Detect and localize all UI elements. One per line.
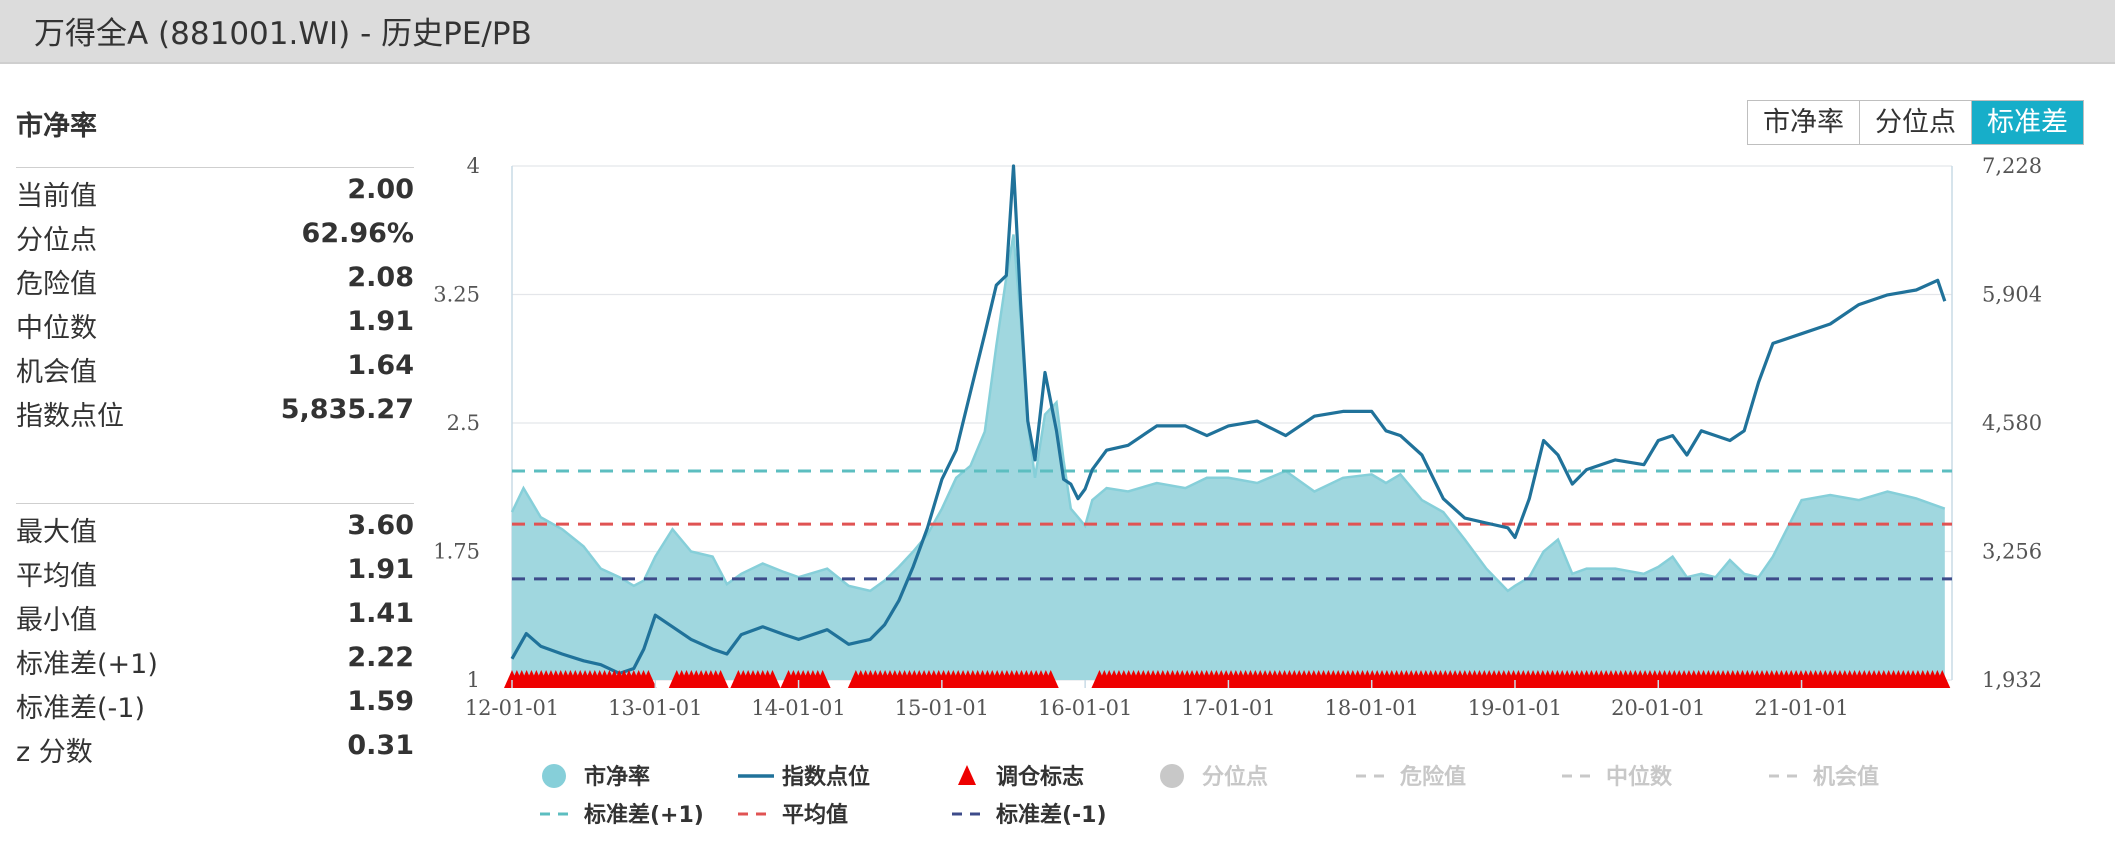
stat-row-z-score: z 分数 0.31 [16,730,414,770]
y-right-tick-label: 1,932 [1982,668,2042,692]
x-tick-label: 21-01-01 [1754,696,1848,720]
rebalance-marker [764,670,781,688]
stat-row-min: 最小值 1.41 [16,598,414,638]
stat-label: z 分数 [16,737,93,768]
legend-item[interactable]: 指数点位 [738,764,870,790]
rebalance-marker [1934,670,1951,688]
stat-value: 1.64 [347,350,414,381]
page-title: 万得全A (881001.WI) - 历史PE/PB [34,16,532,52]
stat-label: 平均值 [16,561,97,592]
legend-item[interactable]: 机会值 [1769,764,1879,790]
y-left-tick-label: 3.25 [433,283,480,307]
x-tick-label: 13-01-01 [608,696,702,720]
stat-label: 标准差(-1) [16,693,145,724]
stat-row-std-plus: 标准差(+1) 2.22 [16,642,414,682]
stat-row-opportunity: 机会值 1.64 [16,350,414,390]
rebalance-marker [640,670,657,688]
rebalance-marker [712,670,729,688]
stat-value: 2.22 [347,642,414,673]
stat-row-percentile: 分位点 62.96% [16,218,414,258]
stat-label: 机会值 [16,357,97,388]
stat-row-index-level: 指数点位 5,835.27 [16,394,414,434]
x-tick-label: 17-01-01 [1181,696,1275,720]
legend-item[interactable]: 危险值 [1356,764,1466,790]
rebalance-marker [1042,670,1059,688]
legend-item[interactable]: 标准差(+1) [540,802,704,828]
y-right-tick-label: 4,580 [1982,411,2042,435]
stat-value: 1.91 [347,306,414,337]
x-tick-label: 15-01-01 [895,696,989,720]
legend-label: 市净率 [584,764,650,790]
stat-value: 62.96% [301,218,414,249]
pb-line [510,234,1946,593]
stat-label: 指数点位 [16,401,124,432]
legend-item[interactable]: 中位数 [1562,764,1673,790]
tab-pb[interactable]: 市净率 [1748,101,1860,144]
header-bar: 万得全A (881001.WI) - 历史PE/PB [0,0,2115,64]
legend-item[interactable]: 分位点 [1160,764,1268,790]
stat-row-danger: 危险值 2.08 [16,262,414,302]
legend-label: 平均值 [782,802,848,828]
stat-label: 分位点 [16,225,97,256]
view-tabs: 市净率 分位点 标准差 [1747,100,2084,145]
x-tick-label: 12-01-01 [465,696,559,720]
stat-value: 1.59 [347,686,414,717]
y-right-tick-label: 5,904 [1982,283,2042,307]
pb-area [512,234,1945,680]
legend-label: 机会值 [1813,764,1879,790]
rebalance-marker [814,670,831,688]
x-tick-label: 14-01-01 [751,696,845,720]
tab-std-dev[interactable]: 标准差 [1972,101,2083,144]
y-right-tick-label: 7,228 [1982,154,2042,178]
legend-symbol [1160,764,1184,788]
panel-divider-bottom [16,503,414,504]
stat-value: 5,835.27 [280,394,414,425]
y-right-tick-label: 3,256 [1982,540,2042,564]
stat-label: 标准差(+1) [16,649,158,680]
legend-label: 调仓标志 [996,764,1084,790]
x-tick-label: 16-01-01 [1038,696,1132,720]
legend-label: 标准差(-1) [996,802,1107,828]
x-tick-label: 18-01-01 [1325,696,1419,720]
legend-symbol [542,764,566,788]
y-left-tick-label: 2.5 [447,411,480,435]
stat-label: 中位数 [16,313,97,344]
stat-row-mean: 平均值 1.91 [16,554,414,594]
legend-label: 分位点 [1202,764,1268,790]
stat-value: 2.00 [347,174,414,205]
legend-label: 中位数 [1606,764,1673,790]
stat-row-current: 当前值 2.00 [16,174,414,214]
panel-title: 市净率 [16,111,97,142]
index-line [510,164,1947,675]
legend-item[interactable]: 调仓标志 [958,764,1084,790]
tab-percentile[interactable]: 分位点 [1860,101,1972,144]
stat-value: 0.31 [347,730,414,761]
stat-label: 当前值 [16,181,97,212]
stat-value: 2.08 [347,262,414,293]
stat-label: 最小值 [16,605,97,636]
stat-row-median: 中位数 1.91 [16,306,414,346]
stat-label: 最大值 [16,517,97,548]
stat-value: 1.91 [347,554,414,585]
panel-divider-top [16,167,414,168]
y-left-tick-label: 1 [467,668,480,692]
legend-symbol [958,765,976,785]
legend-item[interactable]: 市净率 [542,764,650,790]
x-tick-label: 20-01-01 [1611,696,1705,720]
legend-item[interactable]: 标准差(-1) [952,802,1107,828]
y-left-tick-label: 4 [467,154,480,178]
stat-value: 3.60 [347,510,414,541]
stat-row-max: 最大值 3.60 [16,510,414,550]
x-tick-label: 19-01-01 [1468,696,1562,720]
stat-value: 1.41 [347,598,414,629]
legend-item[interactable]: 平均值 [738,802,848,828]
legend-label: 标准差(+1) [584,802,704,828]
legend-label: 指数点位 [782,764,870,790]
stat-row-std-minus: 标准差(-1) 1.59 [16,686,414,726]
stat-label: 危险值 [16,269,97,300]
legend-label: 危险值 [1400,764,1466,790]
y-left-tick-label: 1.75 [433,540,480,564]
